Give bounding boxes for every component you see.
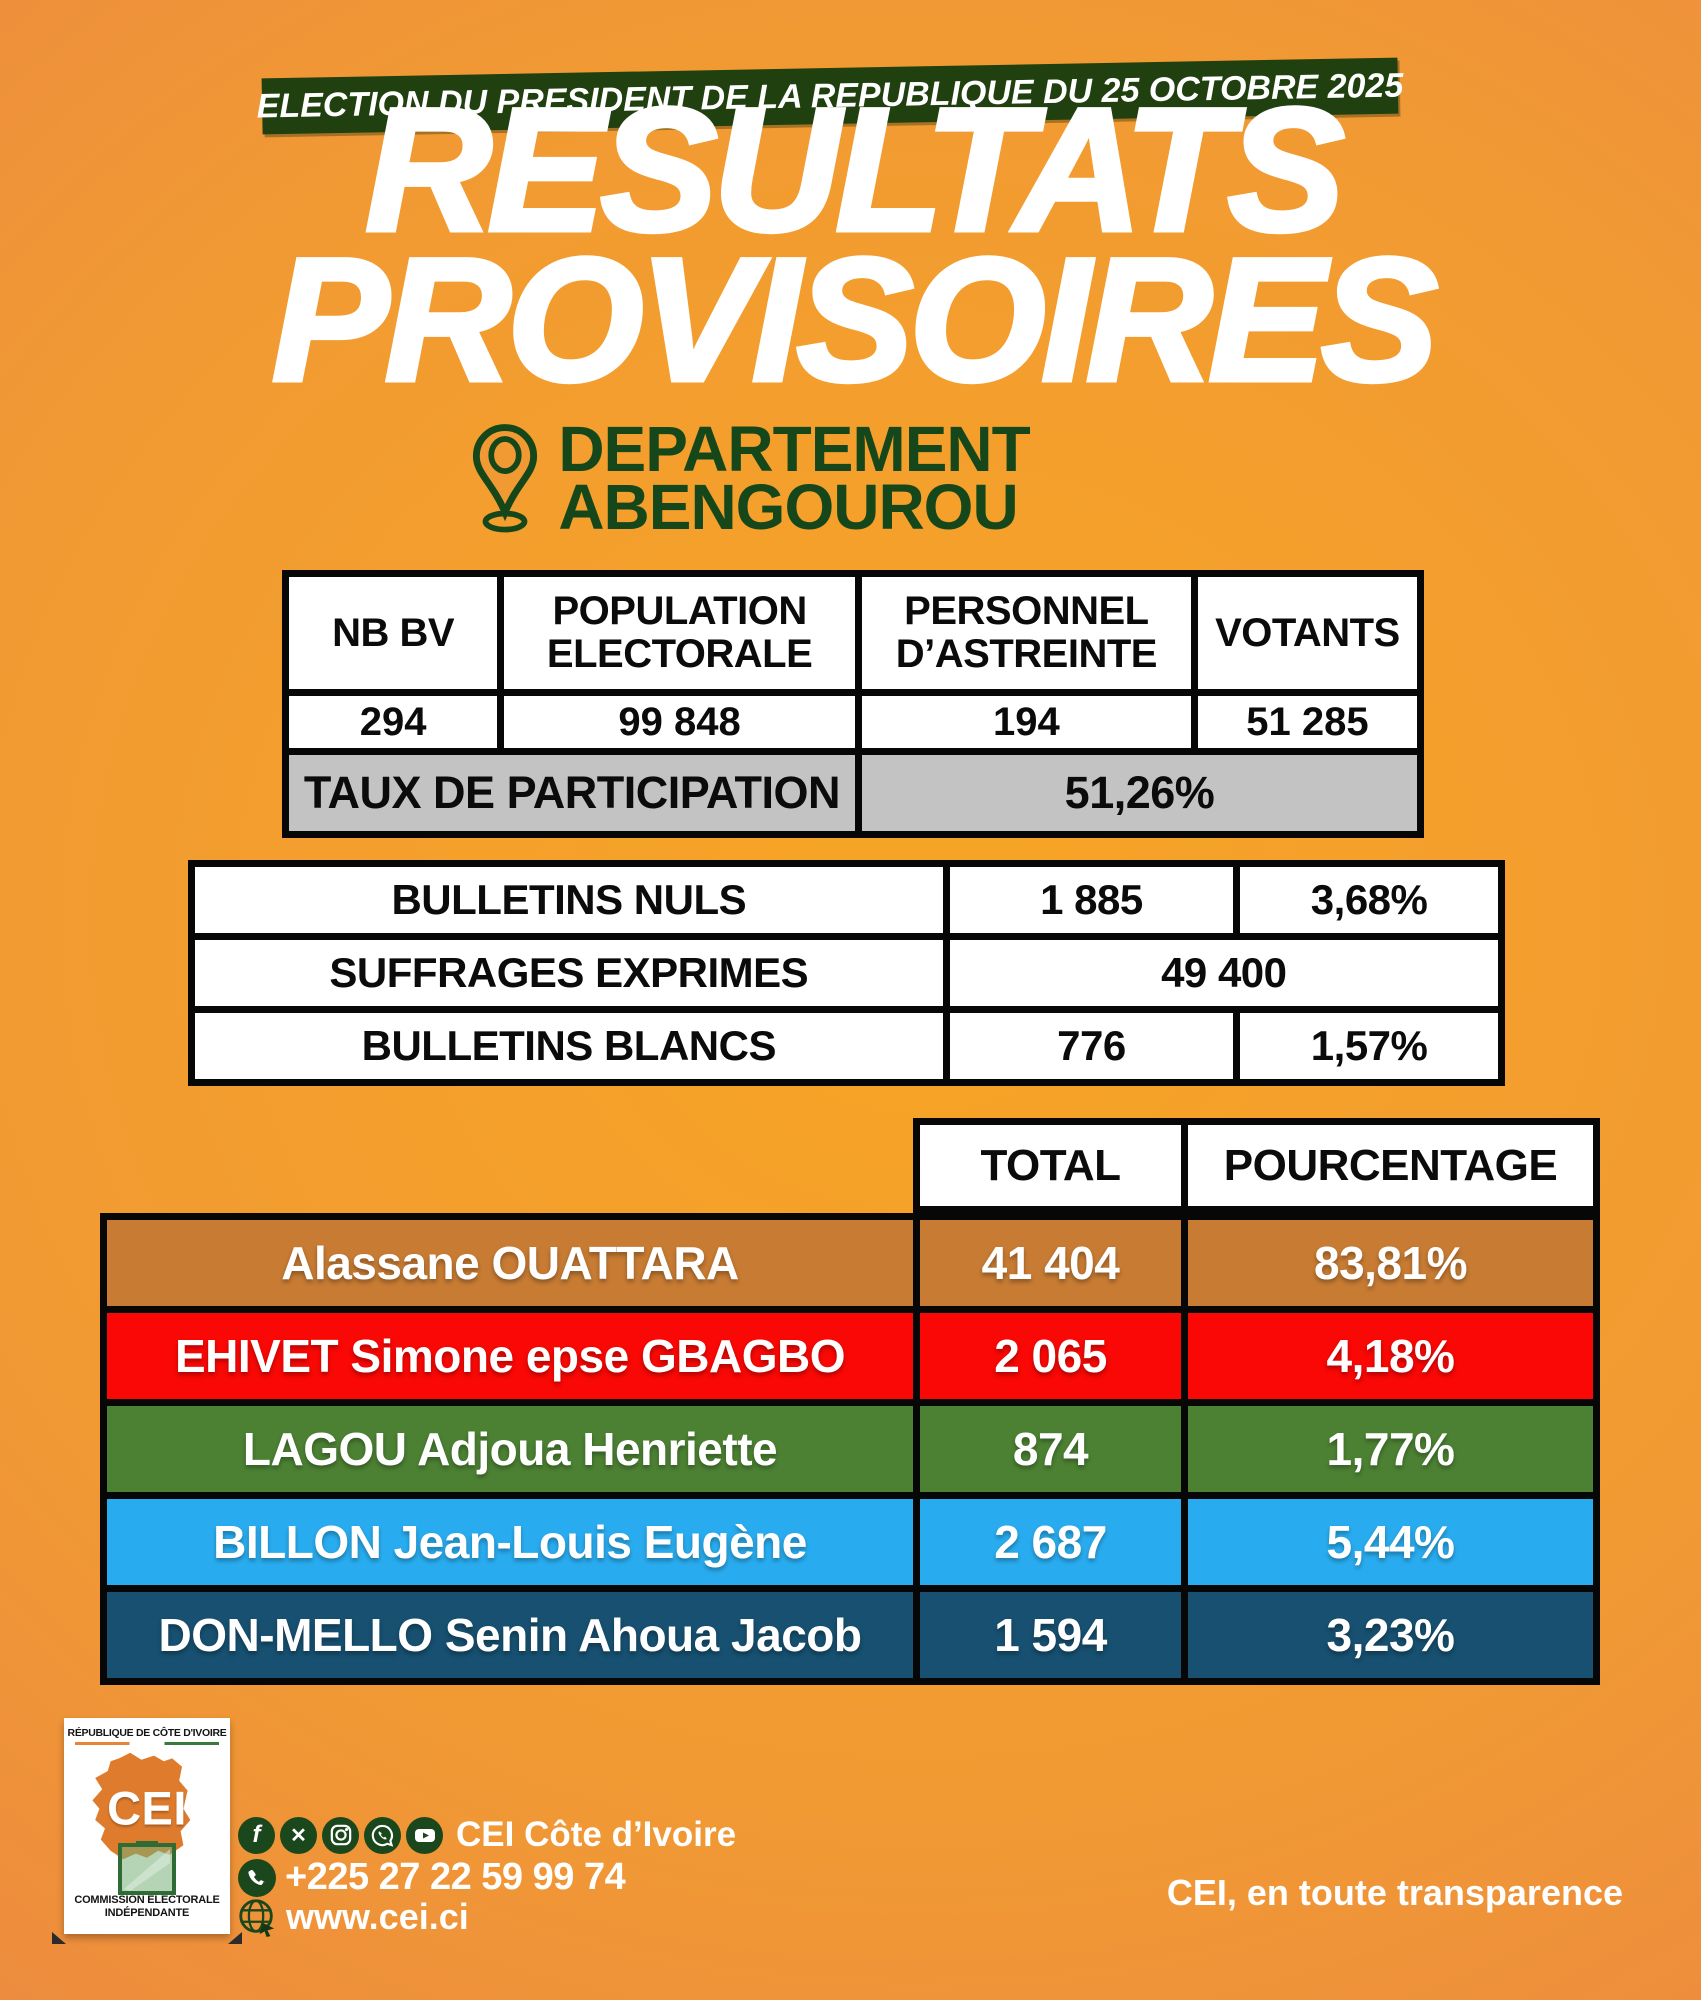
candidate-total: 874 xyxy=(920,1406,1181,1492)
candidate-total: 2 687 xyxy=(920,1499,1181,1585)
stat-value-population: 99 848 xyxy=(504,696,855,748)
stat-header-personnel: PERSONNEL D’ASTREINTE xyxy=(861,577,1191,689)
ballots-nuls-count: 1 885 xyxy=(949,867,1234,933)
ballots-blancs-count: 776 xyxy=(949,1013,1234,1079)
results-header: TOTAL POURCENTAGE xyxy=(913,1118,1600,1213)
phone-row: +225 27 22 59 99 74 xyxy=(238,1856,626,1899)
facebook-glyph: f xyxy=(252,1821,261,1848)
ballots-blancs-label: BULLETINS BLANCS xyxy=(195,1013,943,1079)
results-header-percentage: POURCENTAGE xyxy=(1188,1125,1593,1206)
candidate-total: 41 404 xyxy=(920,1220,1181,1306)
logo-org-name: COMMISSION ÉLECTORALE INDÉPENDANTE xyxy=(74,1894,220,1920)
candidate-percent: 4,18% xyxy=(1188,1313,1593,1399)
youtube-icon xyxy=(406,1816,443,1854)
logo-org-line2: INDÉPENDANTE xyxy=(104,1907,190,1919)
stat-header-population: POPULATION ELECTORALE xyxy=(504,577,855,689)
candidate-percent: 83,81% xyxy=(1188,1220,1593,1306)
candidate-name: EHIVET Simone epse GBAGBO xyxy=(107,1313,913,1399)
x-glyph: ✕ xyxy=(290,1824,307,1847)
candidate-total: 2 065 xyxy=(920,1313,1181,1399)
candidate-total: 1 594 xyxy=(920,1592,1181,1678)
results-table: Alassane OUATTARA 41 404 83,81% EHIVET S… xyxy=(100,1213,1600,1685)
stat-value-votants: 51 285 xyxy=(1197,696,1417,748)
cote-divoire-map: CEI xyxy=(77,1747,217,1895)
logo-country-label: RÉPUBLIQUE DE CÔTE D'IVOIRE xyxy=(67,1727,227,1739)
stat-header-votants: VOTANTS xyxy=(1197,577,1417,689)
ballot-box-icon xyxy=(118,1841,176,1895)
facebook-icon: f xyxy=(238,1816,275,1854)
ballots-table: BULLETINS NULS 1 885 3,68% SUFFRAGES EXP… xyxy=(188,860,1505,1086)
ballots-blancs-percent: 1,57% xyxy=(1240,1013,1498,1079)
candidate-name: LAGOU Adjoua Henriette xyxy=(107,1406,913,1492)
results-header-total: TOTAL xyxy=(920,1125,1181,1206)
phone-icon xyxy=(238,1858,276,1897)
website-row: www.cei.ci xyxy=(236,1896,469,1938)
stat-value-nb-bv: 294 xyxy=(289,696,498,748)
candidate-name: Alassane OUATTARA xyxy=(107,1220,913,1306)
x-icon: ✕ xyxy=(280,1816,317,1854)
map-shape xyxy=(92,1752,191,1860)
phone-number: +225 27 22 59 99 74 xyxy=(285,1856,626,1898)
page-title-line1: RESULTATS xyxy=(363,73,1347,268)
department-heading: DEPARTEMENT ABENGOUROU xyxy=(0,413,1496,543)
logo-acronym: CEI xyxy=(107,1781,187,1835)
participation-value: 51,26% xyxy=(861,755,1417,831)
location-pin-icon xyxy=(473,424,538,533)
stat-value-personnel: 194 xyxy=(861,696,1191,748)
participation-label: TAUX DE PARTICIPATION xyxy=(289,755,855,831)
cei-logo-card: RÉPUBLIQUE DE CÔTE D'IVOIRE CEI COMMISSI… xyxy=(64,1718,242,1944)
department-title: DEPARTEMENT ABENGOUROU xyxy=(558,413,1030,543)
whatsapp-icon xyxy=(364,1816,401,1854)
stats-table: NB BV POPULATION ELECTORALE PERSONNEL D’… xyxy=(282,570,1424,838)
department-name: ABENGOUROU xyxy=(558,471,1018,543)
suffrages-exprimes-count: 49 400 xyxy=(949,940,1498,1006)
page-title-line2: PROVISOIRES xyxy=(270,223,1441,418)
stat-header-nb-bv: NB BV xyxy=(289,577,498,689)
candidate-percent: 1,77% xyxy=(1188,1406,1593,1492)
suffrages-exprimes-label: SUFFRAGES EXPRIMES xyxy=(195,940,943,1006)
social-handle: CEI Côte d’Ivoire xyxy=(456,1815,737,1854)
department-label: DEPARTEMENT xyxy=(558,413,1030,485)
social-row: f ✕ CEI Côte d’Ivoire xyxy=(238,1815,736,1855)
page-title: RESULTATS PROVISOIRES xyxy=(0,73,1701,418)
candidate-percent: 5,44% xyxy=(1188,1499,1593,1585)
globe-icon xyxy=(239,1899,275,1938)
candidate-name: DON-MELLO Senin Ahoua Jacob xyxy=(107,1592,913,1678)
candidate-percent: 3,23% xyxy=(1188,1592,1593,1678)
ballots-nuls-label: BULLETINS NULS xyxy=(195,867,943,933)
logo-org-line1: COMMISSION ÉLECTORALE xyxy=(74,1894,220,1906)
website-url: www.cei.ci xyxy=(286,1896,469,1937)
ballots-nuls-percent: 3,68% xyxy=(1240,867,1498,933)
flag-strip xyxy=(75,1742,219,1745)
slogan: CEI, en toute transparence xyxy=(1166,1872,1623,1913)
candidate-name: BILLON Jean-Louis Eugène xyxy=(107,1499,913,1585)
instagram-icon xyxy=(322,1816,359,1854)
